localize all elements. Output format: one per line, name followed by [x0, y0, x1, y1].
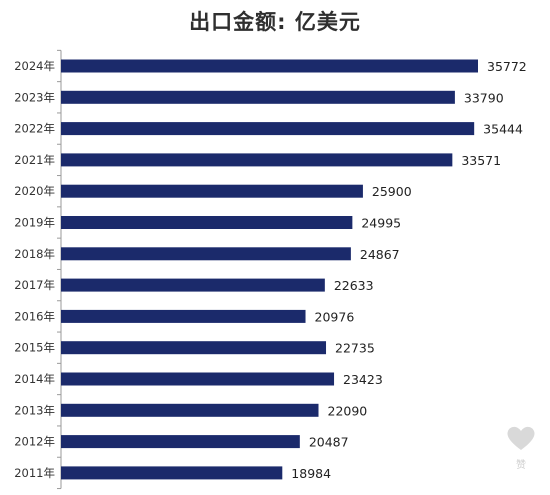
category-label: 2024年 [14, 59, 55, 73]
data-label: 33571 [461, 153, 501, 168]
category-label: 2022年 [14, 122, 55, 136]
bar [61, 372, 335, 386]
category-label: 2011年 [14, 466, 55, 480]
bar [61, 153, 453, 167]
category-label: 2013年 [14, 403, 55, 417]
bar [61, 59, 478, 73]
data-label: 18984 [291, 466, 331, 481]
data-label: 23423 [343, 372, 383, 387]
category-label: 2014年 [14, 372, 55, 386]
like-count: 赞 [516, 460, 526, 471]
data-label: 25900 [372, 184, 412, 199]
data-label: 24995 [361, 216, 401, 231]
data-label: 24867 [360, 247, 400, 262]
category-label: 2018年 [14, 247, 55, 261]
heart-icon [507, 426, 535, 450]
data-label: 35444 [483, 122, 523, 137]
bar [61, 247, 351, 261]
chart-title: 出口金额: 亿美元 [189, 10, 361, 34]
category-label: 2017年 [14, 278, 55, 292]
data-label: 20487 [309, 435, 349, 450]
bar [61, 90, 455, 104]
bar [61, 341, 327, 355]
category-label: 2020年 [14, 184, 55, 198]
data-label: 22633 [334, 278, 374, 293]
data-label: 22735 [335, 341, 375, 356]
bar [61, 216, 353, 229]
category-label: 2021年 [14, 153, 55, 167]
bar [61, 278, 325, 292]
bar [61, 435, 300, 449]
category-label: 2023年 [14, 90, 55, 104]
category-label: 2019年 [14, 216, 55, 230]
data-label: 20976 [315, 309, 355, 324]
bar [61, 403, 319, 417]
category-label: 2012年 [14, 435, 55, 449]
bar [61, 122, 475, 136]
bar [61, 184, 363, 198]
bar [61, 466, 283, 480]
data-label: 33790 [464, 90, 504, 105]
bar [61, 309, 306, 323]
data-label: 35772 [487, 59, 527, 74]
like-button[interactable]: 赞 [504, 422, 538, 474]
category-label: 2016年 [14, 309, 55, 323]
data-label: 22090 [328, 403, 368, 418]
category-label: 2015年 [14, 341, 55, 355]
